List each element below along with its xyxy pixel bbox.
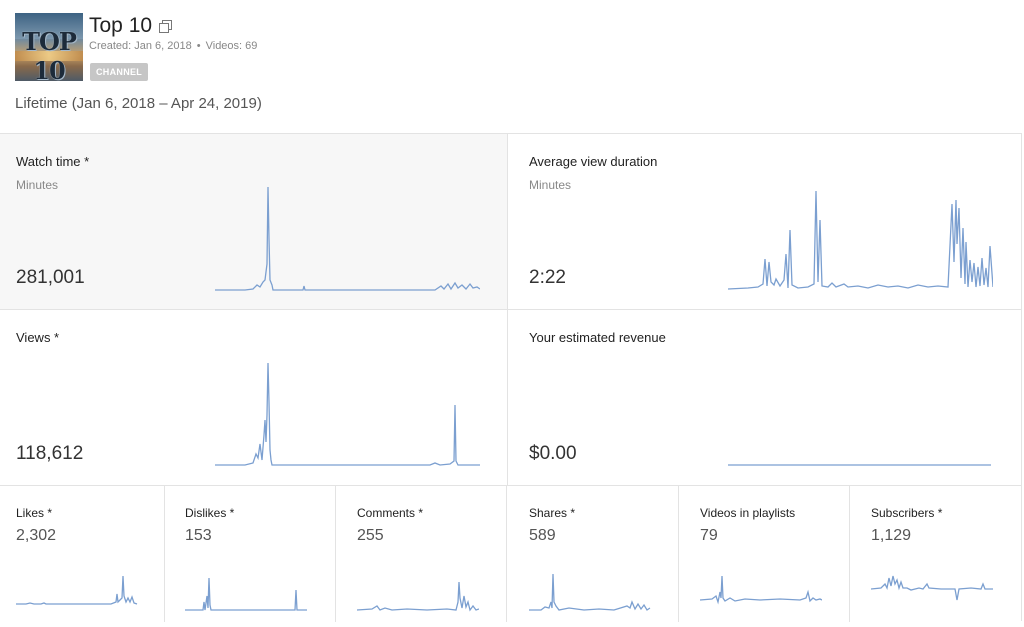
- external-link-icon[interactable]: [159, 19, 173, 33]
- likes-sparkline: [16, 575, 138, 605]
- watch-time-unit: Minutes: [16, 178, 59, 192]
- watch-time-sparkline: [215, 186, 480, 291]
- revenue-value: $0.00: [529, 443, 577, 464]
- dislikes-sparkline: [185, 577, 307, 611]
- shares-title: Shares *: [529, 506, 576, 520]
- subscribers-title: Subscribers *: [871, 506, 943, 520]
- channel-meta: Created: Jan 6, 2018 • Videos: 69: [89, 40, 258, 52]
- dislikes-card[interactable]: Dislikes * 153: [165, 486, 336, 622]
- avg-view-duration-value: 2:22: [529, 267, 566, 288]
- video-count: Videos: 69: [205, 40, 258, 52]
- videos-in-playlists-value: 79: [700, 527, 718, 544]
- created-date: Created: Jan 6, 2018: [89, 40, 192, 52]
- avg-view-duration-title: Average view duration: [529, 154, 658, 169]
- avg-view-duration-card[interactable]: Average view duration Minutes 2:22: [508, 134, 1022, 310]
- date-range[interactable]: Lifetime (Jan 6, 2018 – Apr 24, 2019): [15, 95, 262, 112]
- thumbnail-logo-text: TOP 10: [22, 27, 77, 81]
- watch-time-title: Watch time *: [16, 154, 90, 169]
- channel-header: TOP 10 Top 10 Created: Jan 6, 2018 • Video…: [0, 0, 1024, 133]
- title-row: Top 10: [89, 13, 173, 39]
- metrics-grid: Watch time * Minutes 281,001 Average vie…: [0, 133, 1022, 622]
- videos-in-playlists-card[interactable]: Videos in playlists 79: [679, 486, 850, 622]
- subscribers-sparkline: [871, 575, 993, 601]
- watch-time-value: 281,001: [16, 267, 85, 288]
- watch-time-card[interactable]: Watch time * Minutes 281,001: [0, 134, 508, 310]
- revenue-sparkline: [728, 464, 991, 466]
- channel-title[interactable]: Top 10: [89, 14, 153, 37]
- likes-title: Likes *: [16, 506, 53, 520]
- dislikes-value: 153: [185, 527, 212, 544]
- subscribers-value: 1,129: [871, 527, 912, 544]
- avg-view-duration-sparkline: [728, 190, 993, 290]
- views-title: Views *: [16, 330, 60, 345]
- videos-in-playlists-sparkline: [700, 575, 822, 605]
- revenue-title: Your estimated revenue: [529, 330, 666, 345]
- dislikes-title: Dislikes *: [185, 506, 235, 520]
- shares-value: 589: [529, 527, 556, 544]
- views-value: 118,612: [16, 443, 84, 464]
- comments-title: Comments *: [357, 506, 424, 520]
- comments-sparkline: [357, 581, 479, 612]
- comments-value: 255: [357, 527, 384, 544]
- likes-value: 2,302: [16, 527, 57, 544]
- shares-sparkline: [529, 573, 651, 611]
- avg-view-duration-unit: Minutes: [529, 178, 572, 192]
- subscribers-card[interactable]: Subscribers * 1,129: [850, 486, 1022, 622]
- channel-thumbnail[interactable]: TOP 10: [15, 13, 83, 81]
- videos-in-playlists-title: Videos in playlists: [700, 506, 796, 520]
- comments-card[interactable]: Comments * 255: [336, 486, 507, 622]
- views-card[interactable]: Views * 118,612: [0, 310, 508, 486]
- views-sparkline: [215, 362, 480, 466]
- channel-badge: CHANNEL: [90, 63, 149, 81]
- shares-card[interactable]: Shares * 589: [507, 486, 679, 622]
- revenue-card[interactable]: Your estimated revenue $0.00: [508, 310, 1022, 486]
- likes-card[interactable]: Likes * 2,302: [0, 486, 165, 622]
